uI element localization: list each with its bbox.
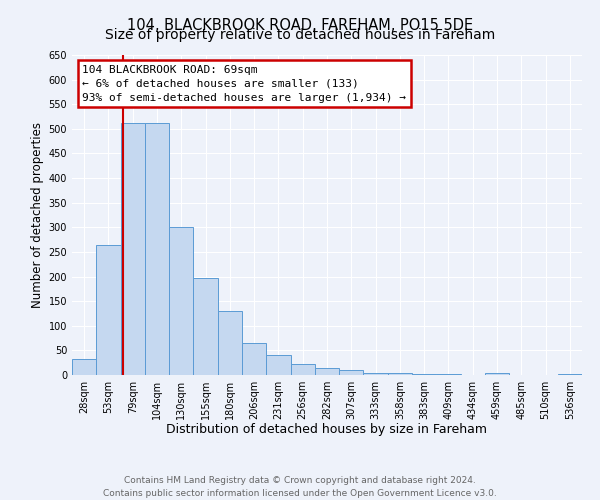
Bar bbox=[436, 374, 461, 375]
Bar bbox=[242, 343, 266, 375]
Bar bbox=[72, 359, 96, 375]
Text: 104, BLACKBROOK ROAD, FAREHAM, PO15 5DE: 104, BLACKBROOK ROAD, FAREHAM, PO15 5DE bbox=[127, 18, 473, 32]
Bar bbox=[315, 368, 339, 375]
Bar bbox=[388, 372, 412, 375]
Bar bbox=[339, 370, 364, 375]
Bar bbox=[558, 374, 582, 375]
Bar bbox=[485, 373, 509, 375]
Y-axis label: Number of detached properties: Number of detached properties bbox=[31, 122, 44, 308]
Bar bbox=[412, 374, 436, 375]
Bar bbox=[364, 372, 388, 375]
Text: 104 BLACKBROOK ROAD: 69sqm
← 6% of detached houses are smaller (133)
93% of semi: 104 BLACKBROOK ROAD: 69sqm ← 6% of detac… bbox=[82, 64, 406, 102]
Bar bbox=[266, 356, 290, 375]
Bar bbox=[96, 244, 121, 375]
Bar bbox=[145, 123, 169, 375]
Bar bbox=[218, 311, 242, 375]
Text: Contains HM Land Registry data © Crown copyright and database right 2024.
Contai: Contains HM Land Registry data © Crown c… bbox=[103, 476, 497, 498]
Bar bbox=[121, 123, 145, 375]
Text: Size of property relative to detached houses in Fareham: Size of property relative to detached ho… bbox=[105, 28, 495, 42]
Bar bbox=[290, 364, 315, 375]
Bar bbox=[193, 278, 218, 375]
X-axis label: Distribution of detached houses by size in Fareham: Distribution of detached houses by size … bbox=[167, 424, 487, 436]
Bar bbox=[169, 228, 193, 375]
